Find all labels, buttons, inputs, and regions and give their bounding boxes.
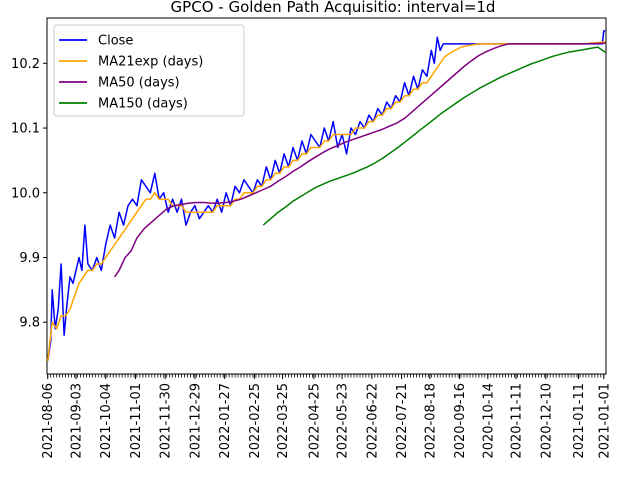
y-tick-label: 9.8 <box>19 316 40 331</box>
x-tick-label: 2022-02-25 <box>248 383 263 459</box>
x-tick-label: 2022-03-25 <box>276 383 291 459</box>
x-tick-label: 2020-11-11 <box>510 383 525 459</box>
legend-label: Close <box>98 34 133 49</box>
y-tick-label: 10.1 <box>11 122 40 137</box>
y-tick-label: 10.2 <box>11 57 40 72</box>
legend-label: MA21exp (days) <box>98 55 203 70</box>
x-tick-label: 2021-12-29 <box>188 383 203 459</box>
x-tick-label: 2021-09-03 <box>70 383 85 459</box>
x-tick-label: 2021-01-01 <box>597 383 612 459</box>
x-tick-label: 2020-10-14 <box>481 383 496 459</box>
legend-label: MA150 (days) <box>98 97 188 112</box>
x-tick-label: 2022-06-22 <box>365 383 380 459</box>
legend-label: MA50 (days) <box>98 76 180 91</box>
y-tick-label: 9.9 <box>19 251 40 266</box>
y-tick-label: 10.0 <box>11 186 40 201</box>
x-tick-label: 2022-07-21 <box>395 383 410 459</box>
chart-title: GPCO - Golden Path Acquisitio: interval=… <box>171 0 496 16</box>
x-tick-label: 2021-11-30 <box>159 383 174 459</box>
x-tick-label: 2021-01-11 <box>572 383 587 459</box>
x-tick-label: 2022-08-18 <box>423 383 438 459</box>
x-tick-label: 2020-09-16 <box>453 383 468 459</box>
x-tick-label: 2020-12-10 <box>539 383 554 459</box>
x-tick-label: 2022-05-23 <box>336 383 351 459</box>
legend: Close MA21exp (days) MA50 (days) MA150 (day… <box>54 25 244 116</box>
x-tick-label: 2021-08-06 <box>41 383 56 459</box>
x-tick-label: 2022-01-27 <box>218 383 233 459</box>
x-tick-label: 2022-04-25 <box>307 383 322 459</box>
x-tick-label: 2021-11-01 <box>129 383 144 459</box>
x-tick-label: 2021-10-04 <box>99 383 114 459</box>
